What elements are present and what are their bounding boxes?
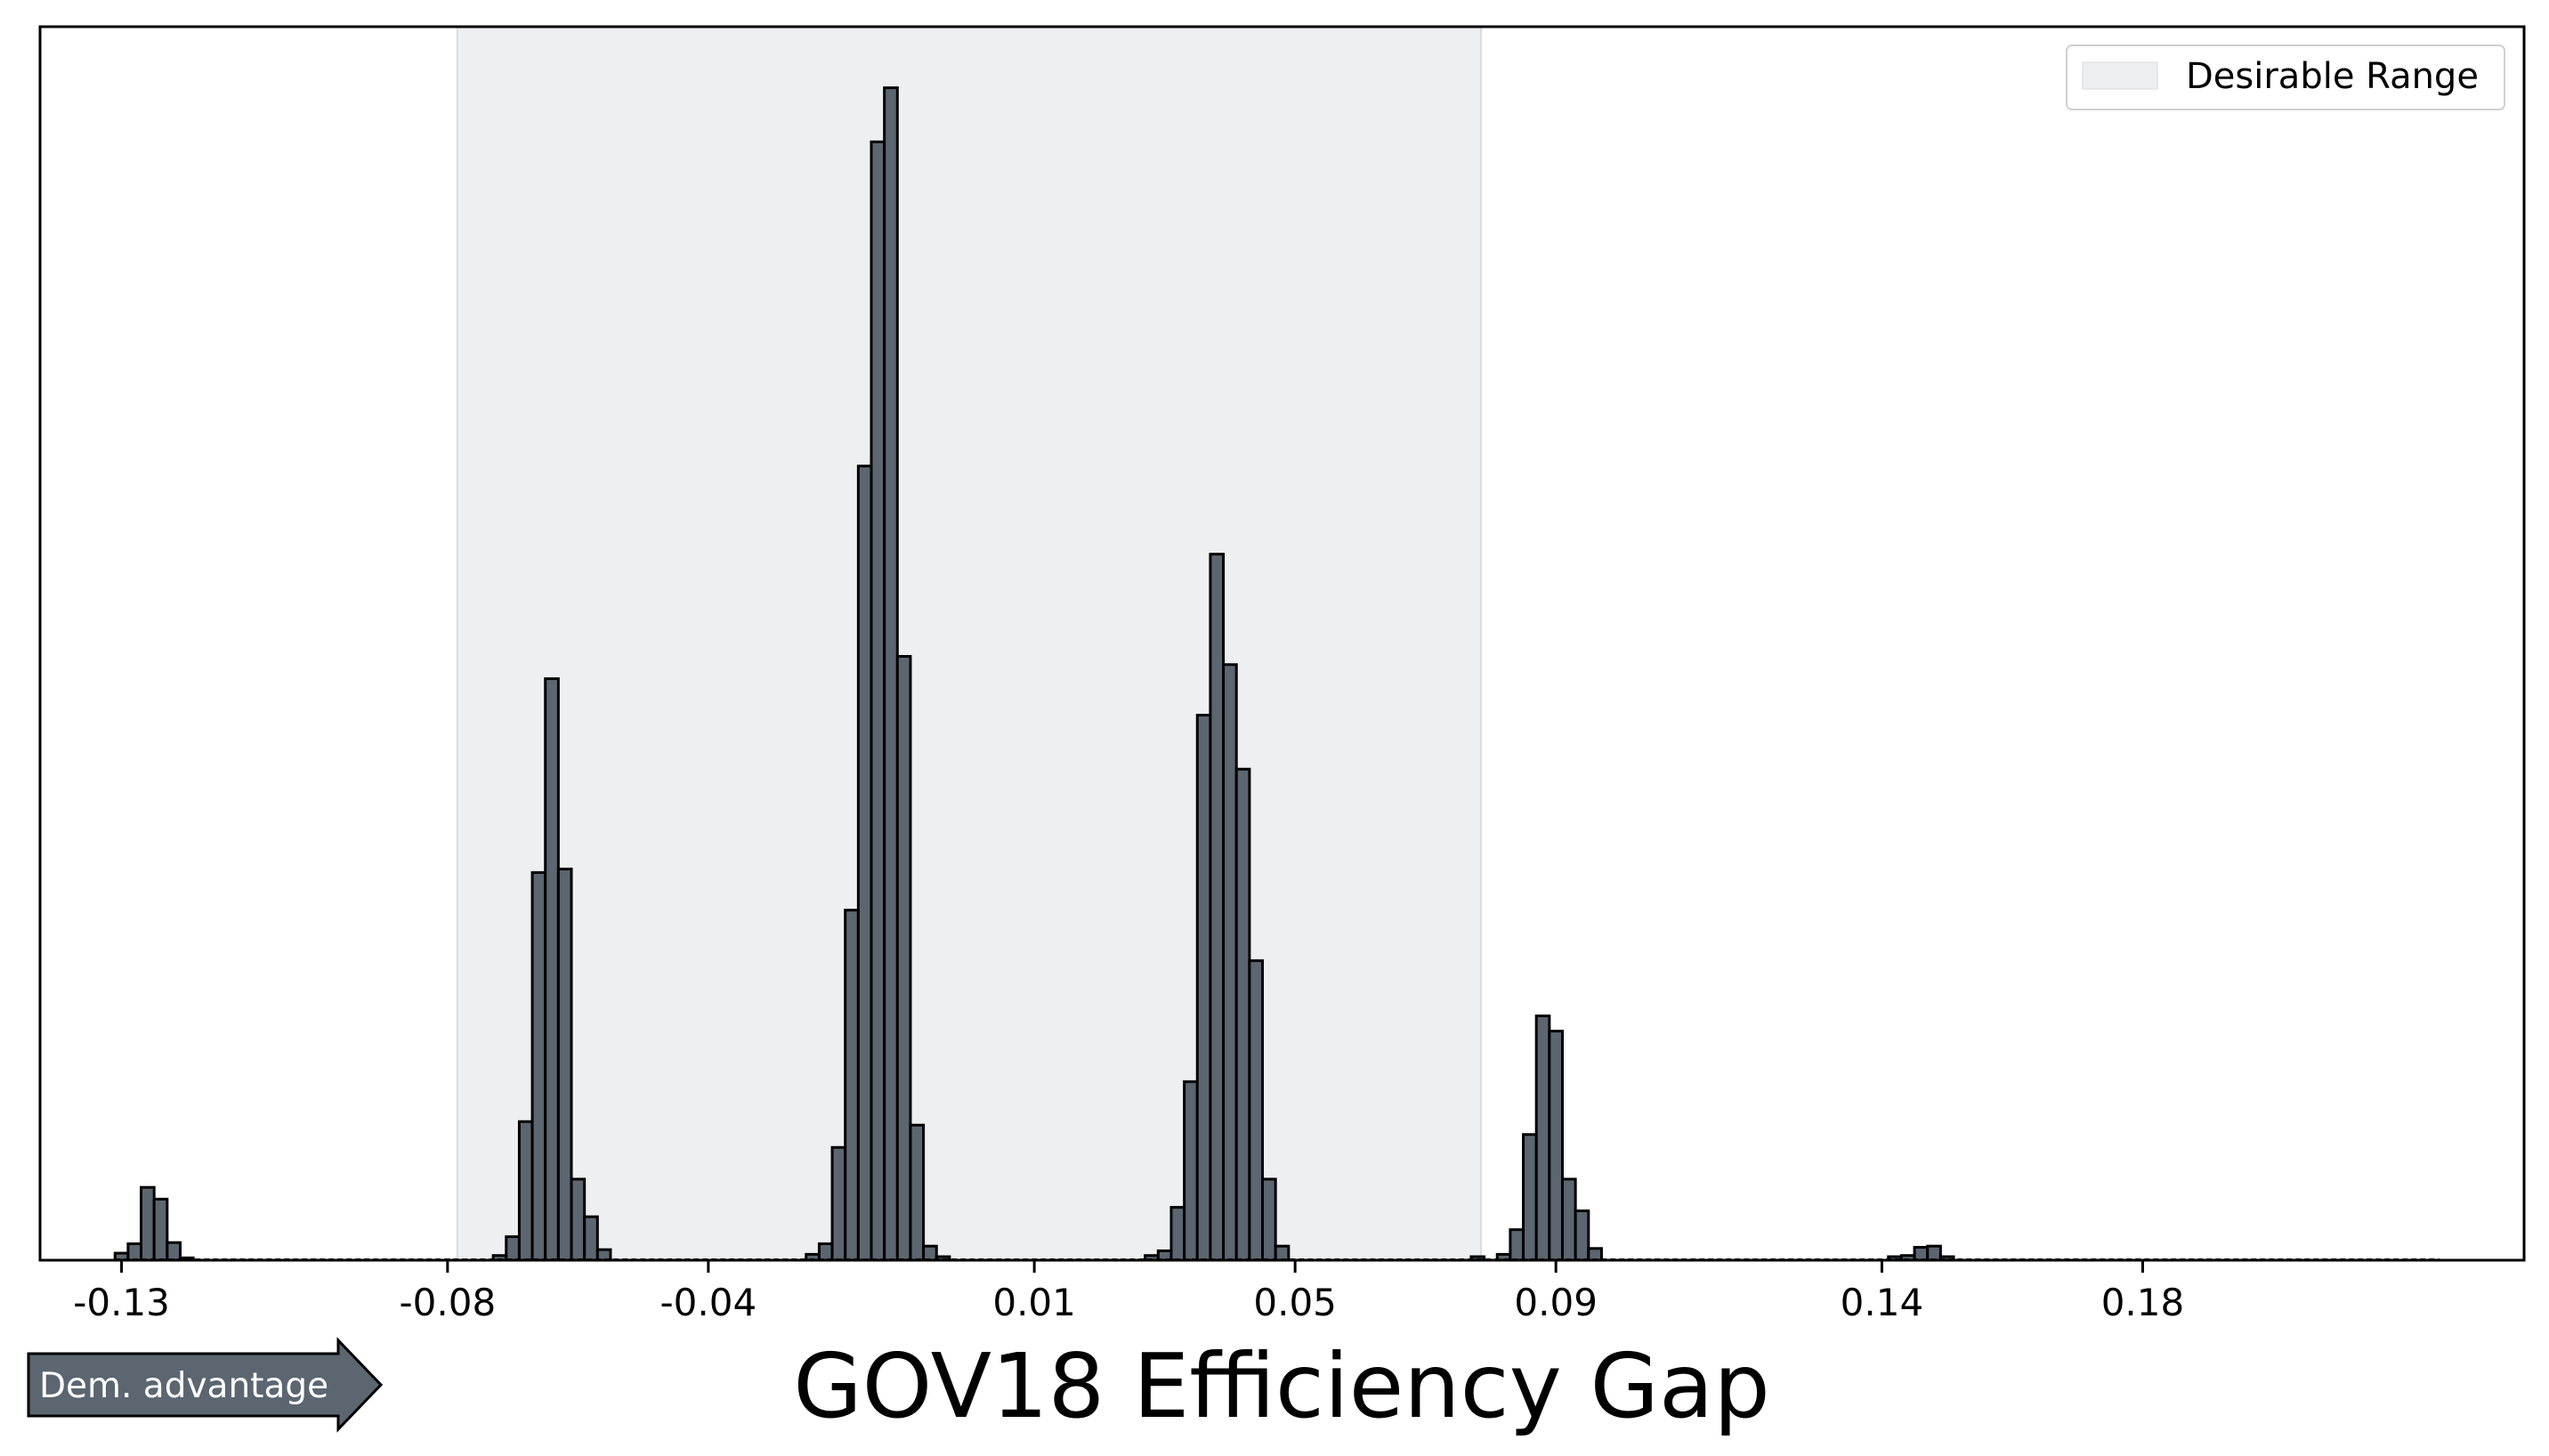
legend-box bbox=[2066, 44, 2505, 110]
dem-advantage-arrow-shape bbox=[27, 1337, 384, 1433]
histogram-bar bbox=[922, 1244, 938, 1262]
legend: Desirable Range bbox=[2066, 44, 2505, 110]
legend-label-desirable-range: Desirable Range bbox=[2186, 56, 2479, 97]
histogram-bar bbox=[1234, 767, 1251, 1262]
histogram-bar bbox=[126, 1242, 143, 1262]
histogram-bar bbox=[152, 1197, 169, 1262]
histogram-bar bbox=[883, 86, 899, 1262]
histogram-bar bbox=[1560, 1177, 1577, 1262]
histogram-bar bbox=[1274, 1244, 1291, 1262]
legend-swatch-desirable-range bbox=[2082, 61, 2158, 90]
x-axis-ticks: -0.13 -0.08 -0.04 0.01 0.05 0.09 0.14 0.18 bbox=[73, 1260, 2184, 1324]
histogram-bar bbox=[583, 1215, 599, 1262]
histogram-bar bbox=[556, 867, 573, 1262]
histogram-bar bbox=[1261, 1177, 1277, 1262]
x-tick-label: -0.13 bbox=[73, 1281, 170, 1324]
x-tick-label: 0.05 bbox=[1253, 1281, 1337, 1324]
histogram-bar bbox=[1913, 1245, 1930, 1262]
x-tick-label: 0.01 bbox=[992, 1281, 1076, 1324]
x-tick-label: -0.04 bbox=[660, 1281, 757, 1324]
histogram-bar bbox=[1195, 714, 1212, 1262]
histogram-bar bbox=[1248, 959, 1265, 1262]
histogram-bar bbox=[1574, 1209, 1590, 1262]
histogram-bar bbox=[530, 870, 547, 1262]
histogram-bar bbox=[1509, 1228, 1525, 1262]
histogram-bar bbox=[517, 1120, 534, 1262]
histogram-bar bbox=[895, 655, 912, 1262]
histogram-bar bbox=[1534, 1014, 1551, 1262]
x-axis-label: GOV18 Efficiency Gap bbox=[793, 1334, 1770, 1438]
histogram-bar bbox=[544, 677, 560, 1262]
histogram-bar bbox=[817, 1242, 834, 1262]
x-tick-label: 0.14 bbox=[1841, 1281, 1924, 1324]
x-tick-label: 0.09 bbox=[1514, 1281, 1598, 1324]
desirable-range-band bbox=[456, 26, 1482, 1261]
histogram-bar bbox=[570, 1177, 587, 1262]
histogram-bar bbox=[870, 140, 886, 1262]
plot-area-frame bbox=[38, 25, 2526, 1262]
histogram-bar bbox=[1522, 1133, 1538, 1262]
histogram-bar bbox=[1169, 1206, 1186, 1262]
histogram-bar bbox=[1222, 663, 1238, 1262]
histogram-bar bbox=[166, 1241, 182, 1262]
histogram-bar bbox=[856, 465, 873, 1262]
histogram-bar bbox=[505, 1235, 521, 1262]
histogram-bar bbox=[909, 1123, 926, 1262]
histogram-bar bbox=[1183, 1080, 1199, 1262]
dem-advantage-label: Dem. advantage bbox=[39, 1366, 328, 1406]
histogram-bar bbox=[1926, 1244, 1942, 1262]
dem-advantage-arrow: Dem. advantage bbox=[27, 1337, 384, 1433]
histogram-bar bbox=[1209, 553, 1226, 1262]
histogram-bar bbox=[830, 1145, 847, 1262]
histogram-bar bbox=[140, 1185, 156, 1262]
x-tick-label: -0.08 bbox=[400, 1281, 497, 1324]
histogram-bar bbox=[1548, 1030, 1564, 1262]
histogram-bar bbox=[844, 909, 860, 1262]
x-tick-label: 0.18 bbox=[2101, 1281, 2185, 1324]
